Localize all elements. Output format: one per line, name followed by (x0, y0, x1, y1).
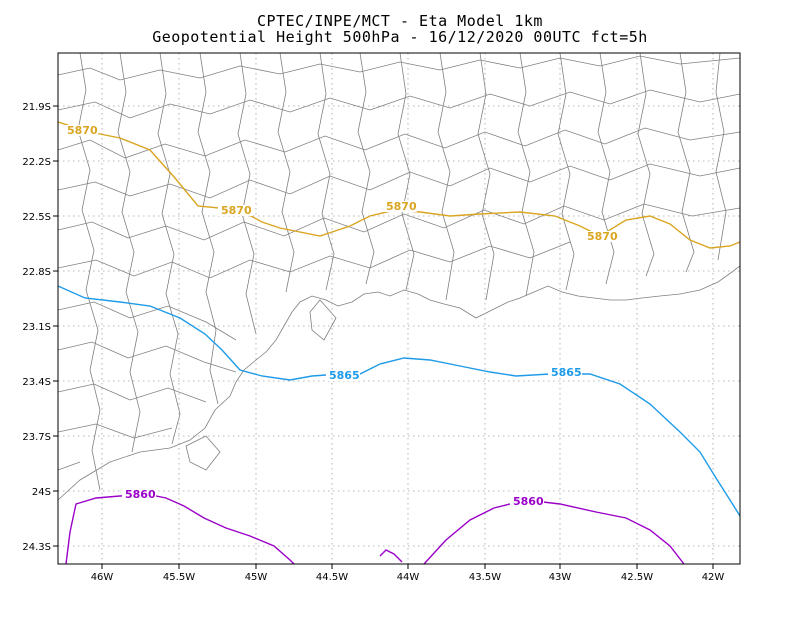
x-tick-label: 42.5W (621, 572, 653, 583)
y-tick-label: 23.7S (22, 432, 51, 443)
contour-line-5865 (58, 285, 740, 517)
chart-title-line-2: Geopotential Height 500hPa - 16/12/2020 … (152, 28, 648, 46)
contour-label: 5870 (386, 200, 417, 213)
x-tick-label: 44.5W (316, 572, 348, 583)
y-tick-label: 24S (32, 487, 51, 498)
lat-lon-grid (58, 53, 740, 564)
contour-label: 5865 (551, 366, 582, 379)
y-tick-label: 23.1S (22, 322, 51, 333)
contour-line-5860-small (379, 549, 403, 563)
contour-line-5860-east (423, 499, 685, 564)
contour-label: 5870 (587, 230, 618, 243)
x-tick-label: 45.5W (163, 572, 195, 583)
x-tick-label: 46W (91, 572, 114, 583)
y-tick-label: 22.5S (22, 212, 51, 223)
y-tick-label: 24.3S (22, 542, 51, 553)
x-tick-label: 42W (702, 572, 725, 583)
contour-label: 5860 (513, 495, 544, 508)
x-tick-label: 44W (397, 572, 420, 583)
contour-label: 5860 (125, 488, 156, 501)
contour-line-5870 (58, 121, 740, 249)
y-tick-label: 21.9S (22, 102, 51, 113)
y-tick-label: 22.8S (22, 267, 51, 278)
x-tick-label: 45W (245, 572, 268, 583)
contour-line-5860-west (65, 493, 295, 564)
contour-label: 5870 (221, 204, 252, 217)
y-tick-label: 22.2S (22, 157, 51, 168)
y-tick-label: 23.4S (22, 377, 51, 388)
contour-label: 5870 (67, 124, 98, 137)
x-tick-label: 43W (549, 572, 572, 583)
axis-ticks (53, 105, 714, 569)
chart-title-line-1: CPTEC/INPE/MCT - Eta Model 1km (257, 12, 543, 30)
contour-label: 5865 (329, 369, 360, 382)
boundary-lines (58, 53, 740, 501)
map-frame (57, 52, 741, 565)
x-tick-label: 43.5W (469, 572, 501, 583)
